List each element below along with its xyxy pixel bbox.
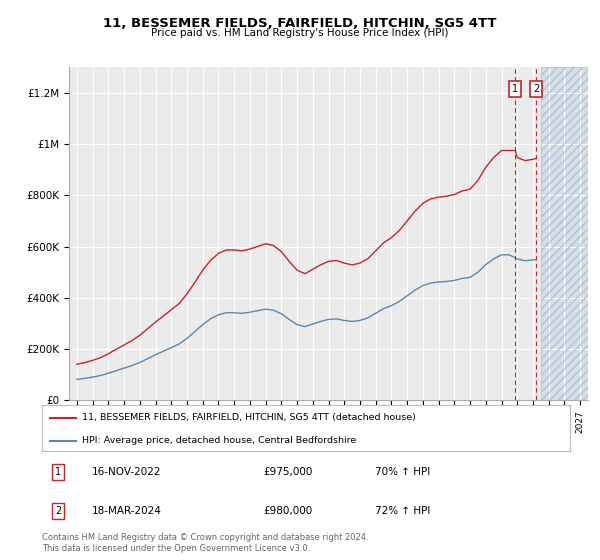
Text: 72% ↑ HPI: 72% ↑ HPI (374, 506, 430, 516)
Text: 11, BESSEMER FIELDS, FAIRFIELD, HITCHIN, SG5 4TT (detached house): 11, BESSEMER FIELDS, FAIRFIELD, HITCHIN,… (82, 413, 415, 422)
Text: 11, BESSEMER FIELDS, FAIRFIELD, HITCHIN, SG5 4TT: 11, BESSEMER FIELDS, FAIRFIELD, HITCHIN,… (103, 17, 497, 30)
Text: 2: 2 (533, 84, 539, 94)
Text: 2: 2 (55, 506, 61, 516)
Text: 1: 1 (512, 84, 518, 94)
Text: HPI: Average price, detached house, Central Bedfordshire: HPI: Average price, detached house, Cent… (82, 436, 356, 445)
Text: 70% ↑ HPI: 70% ↑ HPI (374, 467, 430, 477)
Text: 1: 1 (55, 467, 61, 477)
Text: 16-NOV-2022: 16-NOV-2022 (92, 467, 161, 477)
Text: 18-MAR-2024: 18-MAR-2024 (92, 506, 162, 516)
Bar (541, 67, 588, 400)
Text: Contains HM Land Registry data © Crown copyright and database right 2024.
This d: Contains HM Land Registry data © Crown c… (42, 533, 368, 553)
Text: £975,000: £975,000 (264, 467, 313, 477)
Text: Price paid vs. HM Land Registry's House Price Index (HPI): Price paid vs. HM Land Registry's House … (151, 28, 449, 38)
Text: £980,000: £980,000 (264, 506, 313, 516)
Bar (541, 67, 588, 400)
